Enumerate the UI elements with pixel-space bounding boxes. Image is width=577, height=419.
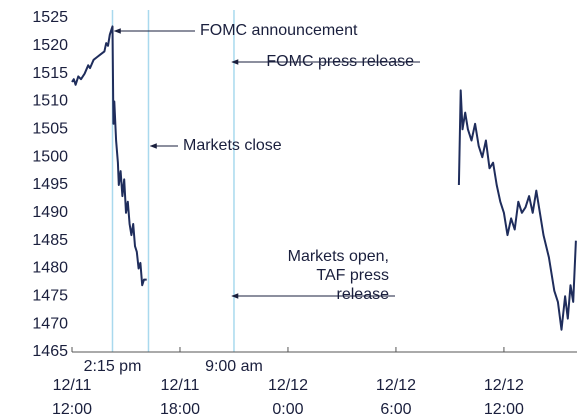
- reference-label: 9:00 am: [205, 358, 263, 375]
- x-tick-label: 12/12 12:00: [484, 377, 524, 418]
- annotation-text: Markets open,: [288, 248, 389, 265]
- x-tick-label-line: 12/11: [161, 377, 200, 394]
- x-tick-label-line: 0:00: [272, 401, 303, 418]
- reference-label: 2:15 pm: [84, 358, 142, 375]
- data-line: [71, 25, 577, 331]
- y-tick-label: 1485: [32, 232, 68, 249]
- y-tick-label: 1520: [32, 37, 68, 54]
- x-tick-label-line: 12:00: [52, 401, 92, 418]
- y-tick-label: 1465: [32, 343, 68, 360]
- y-tick-label: 1510: [32, 93, 68, 110]
- x-tick-label: 12/12 0:00: [268, 377, 308, 418]
- y-tick-label: 1495: [32, 176, 68, 193]
- x-tick-label-line: 12:00: [484, 401, 524, 418]
- y-tick-label: 1475: [32, 288, 68, 305]
- x-tick-label: 12/12 6:00: [376, 377, 416, 418]
- x-tick-label-line: 18:00: [160, 401, 200, 418]
- y-tick-label: 1525: [32, 9, 68, 26]
- annotation-text: Markets close: [183, 137, 282, 154]
- annotation-text: FOMC announcement: [200, 22, 358, 39]
- x-tick-label: 12/11 18:00: [160, 377, 200, 418]
- annotation-text: release: [337, 286, 390, 303]
- y-tick-label: 1515: [32, 65, 68, 82]
- annotation-text: TAF press: [316, 267, 389, 284]
- x-tick-label-line: 12/11: [53, 377, 92, 394]
- y-tick-label: 1500: [32, 148, 68, 165]
- x-tick-label-line: 6:00: [380, 401, 411, 418]
- y-tick-label: 1505: [32, 121, 68, 138]
- x-tick-label-line: 12/12: [268, 377, 308, 394]
- x-tick-label-line: 12/12: [484, 377, 524, 394]
- y-tick-label: 1480: [32, 260, 68, 277]
- y-tick-label: 1490: [32, 204, 68, 221]
- x-tick-label: 12/11 12:00: [52, 377, 92, 418]
- y-tick-label: 1470: [32, 315, 68, 332]
- x-tick-label-line: 12/12: [376, 377, 416, 394]
